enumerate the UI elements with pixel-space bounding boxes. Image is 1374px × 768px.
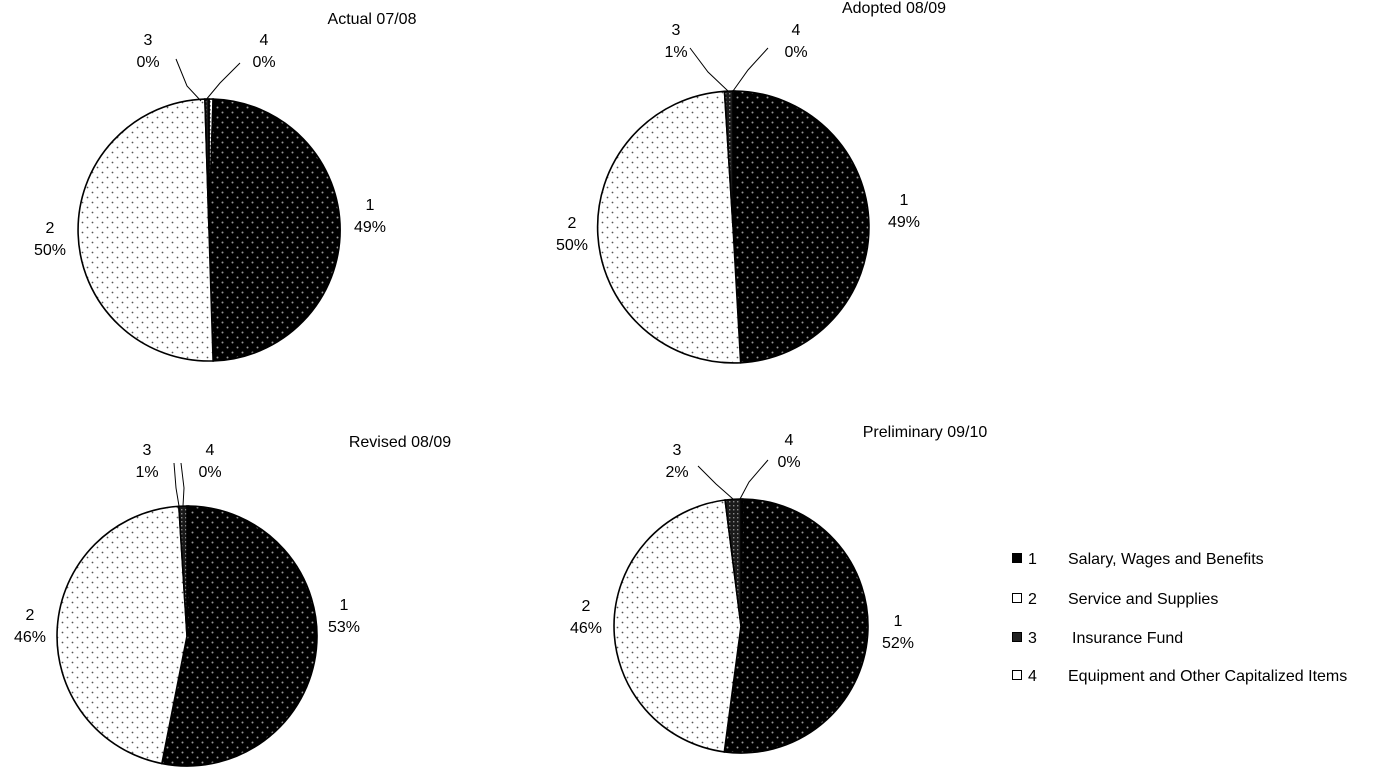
- pie-chart-2: Adopted 08/09 1 49% 2 50% 3 1% 4 0%: [556, 0, 946, 364]
- slice-percent-label-3: 2%: [665, 464, 688, 481]
- legend-key-3: 3: [1028, 630, 1037, 647]
- slice-key-label-4: 4: [792, 22, 801, 39]
- pie-chart-4: Preliminary 09/10 1 52% 2 46% 3 2% 4 0%: [570, 424, 988, 754]
- legend-label-2: Service and Supplies: [1068, 591, 1219, 608]
- slice-key-label-3: 3: [143, 442, 152, 459]
- slice-percent-label-2: 50%: [34, 242, 66, 259]
- slice-percent-label-1: 52%: [882, 635, 914, 652]
- pie-slice-2: [77, 98, 214, 362]
- leader-line-4: [180, 462, 185, 507]
- leader-line-3: [697, 465, 734, 500]
- leader-line-4: [204, 62, 241, 102]
- leader-line-3: [689, 47, 729, 92]
- slice-percent-label-1: 49%: [888, 214, 920, 231]
- slice-key-label-3: 3: [672, 22, 681, 39]
- chart-title: Actual 07/08: [328, 11, 417, 28]
- slice-key-label-2: 2: [26, 607, 35, 624]
- slice-key-label-2: 2: [46, 220, 55, 237]
- slice-key-label-2: 2: [582, 598, 591, 615]
- slice-percent-label-2: 46%: [14, 629, 46, 646]
- slice-key-label-4: 4: [206, 442, 215, 459]
- legend-swatch-4: [1012, 670, 1022, 680]
- legend-key-1: 1: [1028, 551, 1037, 568]
- slice-key-label-4: 4: [260, 32, 269, 49]
- slice-percent-label-2: 50%: [556, 237, 588, 254]
- pie-slice-2: [56, 505, 188, 765]
- slice-percent-label-2: 46%: [570, 620, 602, 637]
- pie-slice-1: [208, 98, 341, 362]
- slice-percent-label-4: 0%: [252, 54, 275, 71]
- leader-line-3: [175, 58, 202, 102]
- slice-percent-label-1: 49%: [354, 219, 386, 236]
- slice-percent-label-4: 0%: [198, 464, 221, 481]
- legend-label-1: Salary, Wages and Benefits: [1068, 551, 1264, 568]
- slice-percent-label-4: 0%: [784, 44, 807, 61]
- chart-title: Revised 08/09: [349, 434, 451, 451]
- slice-key-label-1: 1: [900, 192, 909, 209]
- chart-title: Preliminary 09/10: [863, 424, 988, 441]
- legend-label-3: Insurance Fund: [1072, 630, 1184, 647]
- slice-percent-label-4: 0%: [777, 454, 800, 471]
- pie-chart-3: Revised 08/09 1 53% 2 46% 3 1% 4 0%: [14, 434, 451, 767]
- leader-line-3: [173, 462, 180, 507]
- pie-slice-2: [613, 499, 742, 753]
- legend-key-2: 2: [1028, 591, 1037, 608]
- pie-slice-3: [723, 90, 734, 228]
- pie-slice-1: [160, 505, 318, 767]
- pie-chart-1: Actual 07/08 1 49% 2 50% 3 0% 4 0%: [34, 11, 417, 362]
- legend-label-4: Equipment and Other Capitalized Items: [1068, 668, 1348, 685]
- slice-percent-label-3: 0%: [136, 54, 159, 71]
- slice-key-label-1: 1: [340, 597, 349, 614]
- pie-slice-2: [596, 90, 742, 364]
- slice-key-label-2: 2: [568, 215, 577, 232]
- slice-key-label-1: 1: [894, 613, 903, 630]
- pie-slice-3: [724, 498, 742, 627]
- leader-line-4: [732, 47, 769, 92]
- leader-line-4: [739, 459, 769, 500]
- legend-swatch-3: [1012, 632, 1022, 642]
- slice-percent-label-3: 1%: [135, 464, 158, 481]
- pie-slice-3: [178, 505, 188, 637]
- slice-key-label-3: 3: [673, 442, 682, 459]
- slice-key-label-3: 3: [144, 32, 153, 49]
- chart-title: Adopted 08/09: [842, 0, 946, 17]
- slice-key-label-1: 1: [366, 197, 375, 214]
- pie-slice-1: [723, 498, 869, 754]
- legend-swatch-1: [1012, 553, 1022, 563]
- slice-percent-label-3: 1%: [664, 44, 687, 61]
- slice-key-label-4: 4: [785, 432, 794, 449]
- legend-key-4: 4: [1028, 668, 1037, 685]
- slice-percent-label-1: 53%: [328, 619, 360, 636]
- pie-slice-1: [732, 90, 870, 364]
- legend-swatch-2: [1012, 593, 1022, 603]
